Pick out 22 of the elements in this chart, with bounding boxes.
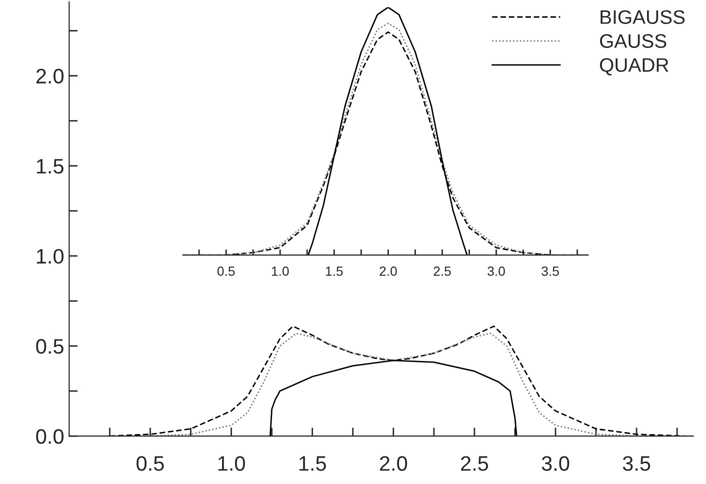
y-tick-label: 0.0 <box>36 429 64 444</box>
x-tick-label: 0.5 <box>217 266 235 276</box>
x-tick-label: 3.0 <box>542 456 570 471</box>
x-tick-label: 1.0 <box>218 456 245 471</box>
legend-label: BIGAUSS <box>600 10 685 24</box>
legend-label: QUADR <box>600 58 668 76</box>
x-tick-label: 1.5 <box>299 456 326 471</box>
x-tick-label: 3.0 <box>488 266 505 276</box>
legend-label: GAUSS <box>600 34 666 48</box>
y-tick-label: 1.0 <box>36 248 64 264</box>
x-tick-label: 2.5 <box>434 266 451 276</box>
x-tick-label: 3.5 <box>622 456 650 471</box>
x-tick-label: 0.5 <box>136 456 164 471</box>
x-tick-label: 2.0 <box>380 266 397 276</box>
x-tick-label: 1.0 <box>272 266 289 276</box>
x-tick-label: 3.5 <box>542 266 559 276</box>
x-tick-label: 2.0 <box>380 456 408 471</box>
x-tick-label: 2.5 <box>461 456 488 471</box>
y-tick-label: 1.5 <box>36 159 64 174</box>
y-tick-label: 0.5 <box>36 339 64 354</box>
y-tick-label: 2.0 <box>36 68 64 84</box>
x-tick-label: 1.5 <box>326 266 343 276</box>
